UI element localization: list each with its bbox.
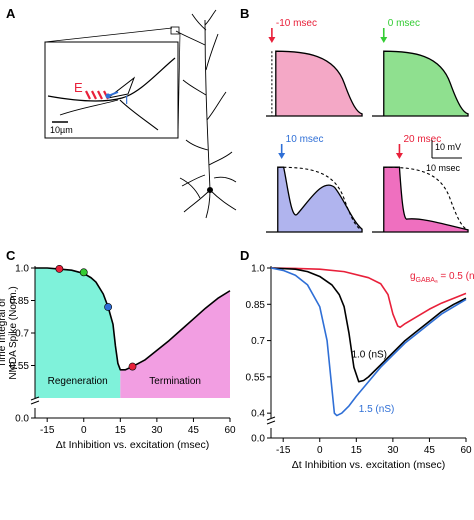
axis-break-mark bbox=[30, 396, 40, 405]
trace-fill bbox=[266, 166, 363, 233]
y-tick-label: 1.0 bbox=[251, 264, 265, 275]
inset-branch bbox=[119, 99, 159, 131]
y-tick-label: 1.0 bbox=[15, 264, 29, 275]
trace-label: 20 msec bbox=[403, 134, 441, 145]
e-label: E bbox=[74, 80, 83, 95]
x-tick-label: 0 bbox=[317, 445, 323, 456]
x-tick-label: 30 bbox=[387, 445, 399, 456]
panel-a-letter: A bbox=[6, 6, 16, 21]
panel-d-letter: D bbox=[240, 248, 249, 263]
x-tick-label: -15 bbox=[276, 445, 291, 456]
region-2: Termination bbox=[120, 290, 230, 398]
inhibition-arrowhead bbox=[268, 37, 276, 43]
trace-fill bbox=[266, 50, 363, 117]
inset-dendrite bbox=[47, 57, 176, 102]
x-tick-label: 60 bbox=[224, 425, 236, 436]
trace-label: -10 msec bbox=[276, 18, 317, 29]
series-line-2 bbox=[270, 267, 467, 383]
trace-fill bbox=[372, 166, 469, 233]
series-annotation-1: gGABAₐ = 0.5 (nS) bbox=[410, 271, 474, 284]
region-fill bbox=[120, 290, 230, 398]
x-tick-label: 45 bbox=[424, 445, 436, 456]
region-label: Regeneration bbox=[48, 376, 108, 387]
inset-branch-2 bbox=[59, 99, 119, 116]
scale-bar-label: 10µm bbox=[50, 125, 73, 135]
region-fill bbox=[35, 268, 121, 398]
y-tick-label: 0.7 bbox=[251, 336, 265, 347]
panel-d-chart: 0.0 0.4 0.55 0.7 0.85 1.0 -15 0 15 30 45 60 Δt Inhib… bbox=[246, 264, 474, 472]
panel-a-morphology: E I 10µm bbox=[44, 9, 237, 219]
data-marker-1 bbox=[55, 264, 64, 273]
inhibition-arrowhead bbox=[380, 37, 388, 43]
y-tick-label: 0.85 bbox=[246, 300, 266, 311]
soma bbox=[207, 187, 213, 193]
y-tick-label: 0.0 bbox=[251, 434, 265, 445]
control-trace-dashed bbox=[383, 166, 469, 231]
panel-b-letter: B bbox=[240, 6, 249, 21]
x-tick-label: 15 bbox=[351, 445, 363, 456]
y-axis-label: NMDA Spike (Norm.) bbox=[8, 286, 19, 379]
x-axis-label: Δt Inhibition vs. excitation (msec) bbox=[292, 459, 446, 471]
data-marker-2 bbox=[79, 268, 88, 277]
trace-4: 20 msec bbox=[372, 134, 469, 233]
zoom-line-bottom bbox=[177, 32, 181, 139]
series-line-3 bbox=[270, 267, 467, 417]
y-tick-label: 0.0 bbox=[15, 414, 29, 425]
trace-1: -10 msec bbox=[266, 18, 363, 117]
trace-2: 0 msec bbox=[372, 18, 469, 117]
y-tick-label: 0.7 bbox=[15, 329, 29, 340]
trace-3: 10 msec bbox=[266, 134, 363, 233]
data-marker-3 bbox=[104, 303, 113, 311]
series-annotation-2: 1.0 (nS) bbox=[351, 350, 387, 361]
trace-label: 10 msec bbox=[286, 134, 324, 145]
data-marker-4 bbox=[128, 362, 137, 371]
inset-box bbox=[44, 41, 179, 139]
series-annotation-3: 1.5 (nS) bbox=[359, 404, 395, 415]
x-axis-label: Δt Inhibition vs. excitation (msec) bbox=[56, 439, 210, 451]
region-label: Termination bbox=[149, 376, 201, 387]
x-tick-label: -15 bbox=[40, 425, 55, 436]
x-tick-label: 0 bbox=[81, 425, 87, 436]
y-tick-label: 0.85 bbox=[10, 296, 30, 307]
y-tick-label: 0.55 bbox=[246, 372, 266, 383]
inhibition-arrowhead bbox=[278, 153, 286, 159]
trace-fill bbox=[372, 50, 469, 117]
x-tick-label: 30 bbox=[151, 425, 163, 436]
zoom-line-top bbox=[44, 27, 173, 43]
i-label: I bbox=[125, 93, 128, 107]
i-synapse-dot bbox=[105, 93, 111, 99]
series-line-1 bbox=[270, 267, 467, 329]
y-axis-label: Time Integral of bbox=[0, 298, 8, 367]
axis-break-mark bbox=[266, 416, 276, 425]
x-tick-label: 45 bbox=[188, 425, 200, 436]
neuron-morphology bbox=[175, 9, 237, 219]
scalebar-voltage-label: 10 mV bbox=[435, 142, 461, 152]
y-tick-label: 0.55 bbox=[10, 361, 30, 372]
panel-c-letter: C bbox=[6, 248, 16, 263]
trace-label: 0 msec bbox=[388, 18, 420, 29]
series-line-1 bbox=[35, 267, 231, 371]
y-tick-label: 0.4 bbox=[251, 409, 265, 420]
inhibition-arrowhead bbox=[395, 153, 403, 159]
scalebar-time-label: 10 msec bbox=[426, 163, 461, 173]
region-1: Regeneration bbox=[35, 268, 121, 398]
x-tick-label: 60 bbox=[460, 445, 472, 456]
panel-c-chart: Regeneration Termination 0.0 0.55 0.7 0.85 1.0… bbox=[0, 264, 236, 452]
zoom-box bbox=[170, 26, 180, 35]
control-trace-dashed bbox=[277, 166, 363, 231]
x-tick-label: 15 bbox=[115, 425, 127, 436]
